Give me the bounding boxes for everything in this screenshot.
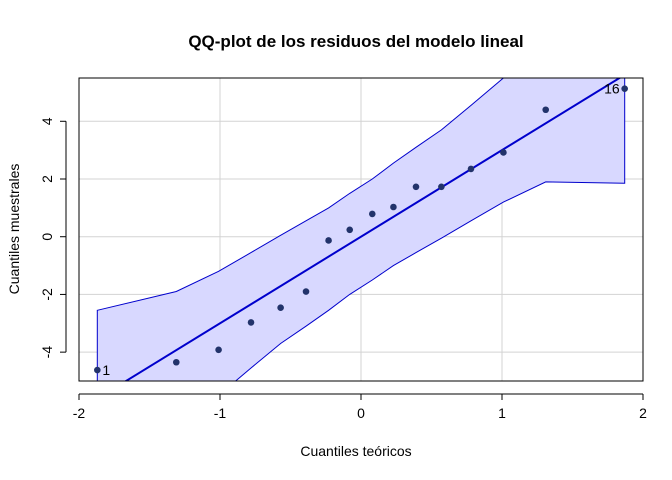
plot-frame	[78, 77, 644, 382]
data-point-10	[390, 203, 397, 211]
point-label-0: 1	[102, 362, 110, 378]
data-point-11	[412, 183, 420, 191]
x-tick-label-3: 1	[498, 405, 506, 421]
y-tick-label-4: 4	[39, 117, 55, 125]
data-point-1	[94, 366, 101, 374]
x-axis-label: Cuantiles teóricos	[300, 443, 411, 459]
x-tick-label-4: 2	[639, 405, 647, 421]
x-tick-label-0: -2	[73, 405, 86, 421]
y-tick-label-0: -4	[39, 346, 55, 359]
confidence-band	[96, 78, 626, 381]
data-point-12	[438, 183, 445, 191]
data-point-2	[172, 358, 180, 366]
data-point-14	[500, 149, 507, 156]
data-point-6	[302, 288, 310, 295]
data-point-16	[621, 85, 628, 92]
point-label-1: 16	[604, 81, 620, 97]
data-point-4	[247, 319, 255, 326]
x-tick-label-1: -1	[214, 405, 227, 421]
data-point-8	[346, 226, 354, 234]
reference-line-layer	[124, 78, 622, 381]
y-tick-label-3: 2	[39, 175, 55, 183]
data-point-13	[467, 165, 475, 173]
chart-title: QQ-plot de los residuos del modelo linea…	[188, 32, 523, 51]
x-axis: -2 -1 0 1 2	[73, 393, 647, 421]
y-tick-label-2: 0	[39, 233, 55, 241]
data-point-5	[277, 304, 284, 312]
data-points	[94, 85, 628, 374]
y-tick-label-1: -2	[39, 288, 55, 301]
data-point-9	[368, 210, 376, 218]
reference-line	[124, 78, 622, 381]
data-point-15	[542, 106, 550, 114]
confidence-band-layer	[96, 78, 626, 381]
x-tick-label-2: 0	[357, 405, 365, 421]
data-point-7	[325, 237, 332, 244]
y-axis-label: Cuantiles muestrales	[6, 164, 22, 295]
point-labels: 1 16	[102, 81, 620, 378]
y-axis: -4 -2 0 2 4	[39, 117, 67, 359]
data-point-3	[215, 346, 222, 354]
